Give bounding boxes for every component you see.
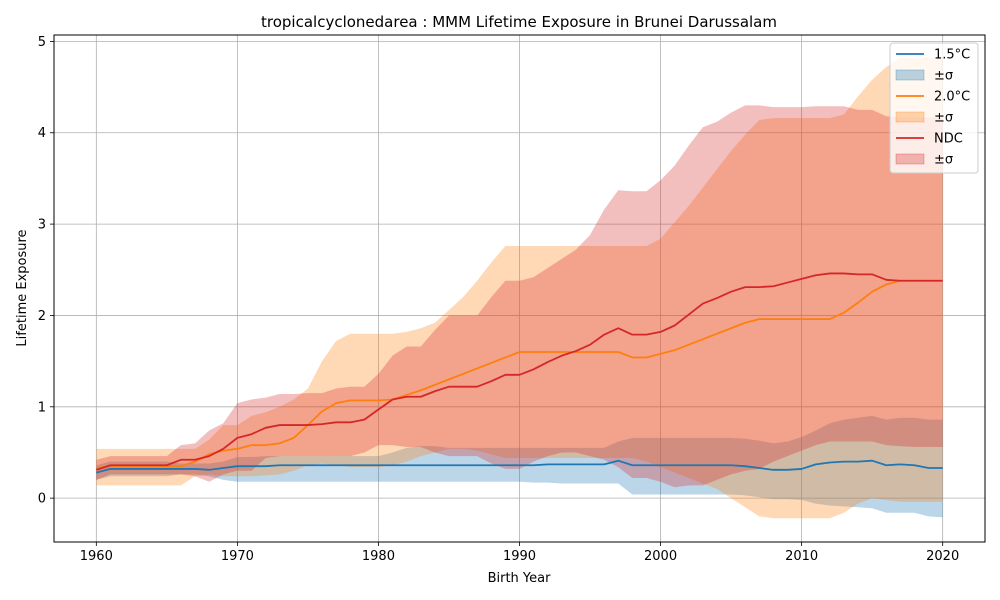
y-tick-label: 0 bbox=[38, 492, 46, 507]
y-axis-label: Lifetime Exposure bbox=[15, 229, 30, 346]
y-tick-label: 2 bbox=[38, 309, 46, 324]
line-series-0 bbox=[96, 459, 943, 474]
axis-ticks: 1960 1970 1980 1990 2000 2010 2020 0 1 2 3 4 5 bbox=[38, 35, 960, 564]
series-lines bbox=[96, 272, 943, 474]
band-series-1 bbox=[96, 57, 943, 519]
chart-title: tropicalcyclonedarea : MMM Lifetime Expo… bbox=[261, 13, 777, 31]
legend-box bbox=[889, 42, 979, 174]
x-tick-label: 1980 bbox=[362, 549, 395, 564]
line-series-1 bbox=[96, 279, 943, 469]
y-tick-label: 3 bbox=[38, 218, 46, 233]
x-axis-label: Birth Year bbox=[488, 571, 552, 586]
legend-series-name: NDC bbox=[934, 132, 963, 147]
bands bbox=[96, 57, 943, 519]
y-tick-label: 1 bbox=[38, 400, 46, 415]
x-tick-label: 2010 bbox=[785, 549, 818, 564]
legend-band-swatch bbox=[895, 69, 925, 81]
band-series-2 bbox=[96, 105, 943, 488]
legend: 1.5°C ±σ 2.0°C ±σ NDC ±σ bbox=[889, 42, 979, 174]
band-series-0 bbox=[96, 415, 943, 518]
legend-series-name: 1.5°C bbox=[934, 48, 970, 63]
x-tick-label: 2000 bbox=[644, 549, 677, 564]
line-series-2 bbox=[96, 272, 943, 471]
legend-band-label: ±σ bbox=[934, 111, 953, 126]
y-tick-label: 5 bbox=[38, 35, 46, 50]
legend-band-swatch bbox=[895, 111, 925, 123]
x-tick-label: 2020 bbox=[926, 549, 959, 564]
legend-band-label: ±σ bbox=[934, 69, 953, 84]
legend-band-swatch bbox=[895, 153, 925, 165]
grid bbox=[54, 35, 985, 542]
x-tick-label: 1970 bbox=[221, 549, 254, 564]
legend-series-name: 2.0°C bbox=[934, 90, 970, 105]
x-tick-label: 1990 bbox=[503, 549, 536, 564]
y-tick-label: 4 bbox=[38, 126, 46, 141]
x-tick-label: 1960 bbox=[80, 549, 113, 564]
legend-band-label: ±σ bbox=[934, 153, 953, 168]
